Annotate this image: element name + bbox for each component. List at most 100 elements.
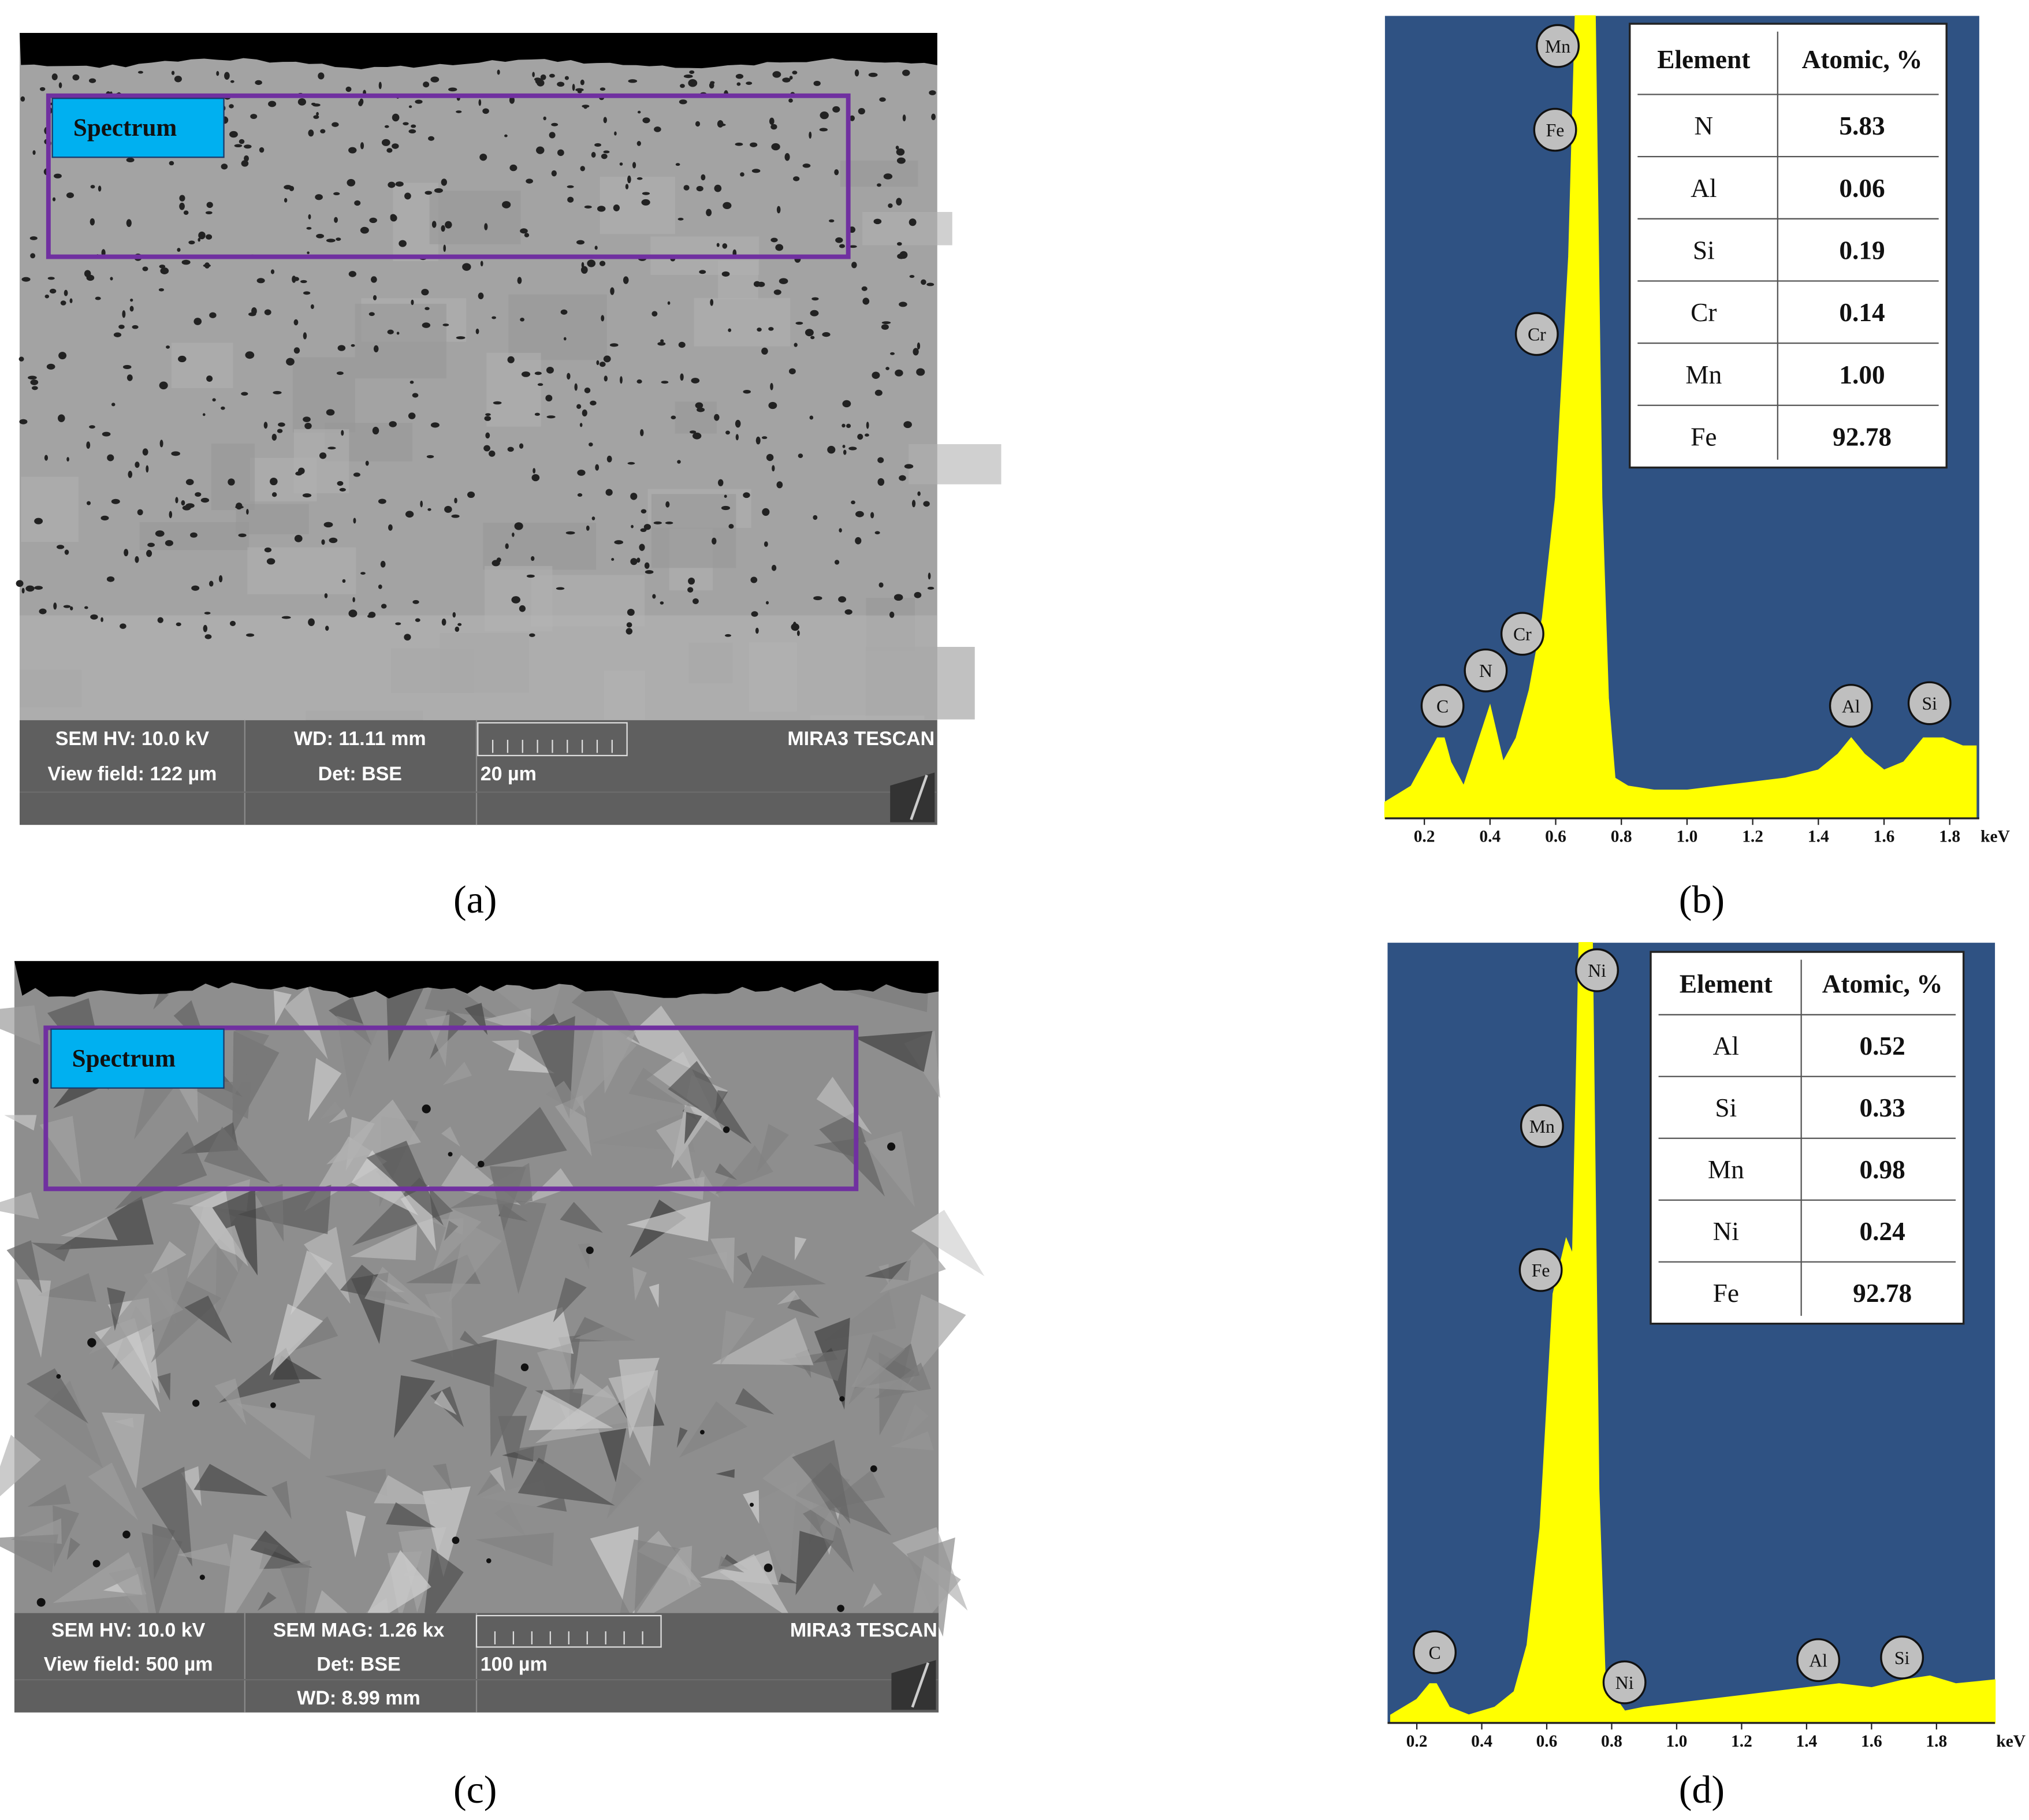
pore bbox=[695, 402, 703, 409]
lath bbox=[4, 1115, 37, 1131]
pore bbox=[849, 115, 855, 121]
pore bbox=[372, 426, 379, 435]
peak-label: Mn bbox=[1529, 1116, 1555, 1137]
pore bbox=[521, 371, 531, 377]
lath bbox=[442, 1062, 472, 1085]
pore bbox=[165, 539, 173, 546]
pore bbox=[507, 356, 515, 363]
lath bbox=[27, 1484, 71, 1507]
pore bbox=[316, 233, 325, 239]
pore bbox=[546, 367, 554, 374]
pore bbox=[835, 237, 843, 243]
table-cell: Fe bbox=[1713, 1279, 1739, 1308]
pore bbox=[855, 511, 864, 518]
pore bbox=[636, 379, 642, 384]
pore bbox=[735, 73, 744, 79]
lath bbox=[687, 1252, 727, 1271]
pore bbox=[451, 514, 460, 518]
pore bbox=[318, 72, 325, 80]
lath bbox=[459, 1330, 482, 1348]
peak-label: Fe bbox=[1532, 1260, 1550, 1281]
pore bbox=[390, 214, 397, 222]
pore bbox=[587, 259, 596, 267]
table-cell: 0.33 bbox=[1860, 1093, 1905, 1122]
pore bbox=[278, 422, 285, 427]
grain bbox=[21, 477, 79, 542]
pore bbox=[683, 185, 690, 191]
pore bbox=[874, 389, 883, 396]
pore bbox=[431, 221, 437, 228]
peak-label: C bbox=[1436, 696, 1449, 716]
table-cell: Ni bbox=[1713, 1217, 1739, 1246]
peak-marker bbox=[1464, 648, 1508, 693]
pore bbox=[688, 79, 698, 87]
pore bbox=[813, 515, 818, 520]
grain bbox=[651, 494, 736, 568]
x-tick-label: 1.4 bbox=[1796, 1732, 1817, 1751]
pore bbox=[392, 113, 400, 122]
pore bbox=[641, 509, 647, 513]
pore bbox=[206, 375, 213, 382]
table-cell: Fe bbox=[1691, 422, 1717, 451]
pore bbox=[336, 237, 341, 241]
pore bbox=[89, 425, 95, 429]
lath bbox=[911, 1209, 985, 1276]
grain bbox=[862, 211, 952, 245]
pore bbox=[204, 262, 210, 269]
lath bbox=[676, 1427, 688, 1448]
pore bbox=[306, 226, 312, 230]
pore bbox=[190, 532, 198, 538]
pore bbox=[430, 76, 440, 83]
pore bbox=[582, 409, 587, 417]
pore bbox=[619, 162, 623, 166]
pore bbox=[358, 100, 363, 107]
pore bbox=[750, 576, 758, 583]
scale-bar bbox=[475, 1614, 662, 1648]
pore bbox=[902, 114, 906, 122]
lath bbox=[444, 1220, 459, 1241]
pore bbox=[239, 139, 245, 144]
lath bbox=[422, 1486, 471, 1577]
lath bbox=[269, 1304, 323, 1376]
pore bbox=[198, 231, 206, 240]
surface-background bbox=[19, 32, 937, 69]
pore bbox=[517, 277, 522, 284]
pore bbox=[129, 306, 134, 312]
pore bbox=[365, 460, 369, 466]
pore bbox=[843, 449, 847, 455]
spectrum-area bbox=[43, 1025, 859, 1192]
pore bbox=[529, 633, 535, 637]
pore bbox=[846, 423, 851, 429]
pore bbox=[665, 522, 673, 524]
pore bbox=[135, 461, 140, 468]
pore bbox=[639, 544, 645, 551]
lath bbox=[181, 1466, 202, 1506]
pore bbox=[899, 302, 907, 307]
spectrum-area bbox=[46, 93, 851, 259]
pore bbox=[549, 132, 556, 139]
pore bbox=[326, 409, 335, 416]
pore bbox=[620, 376, 623, 384]
lath bbox=[528, 1390, 613, 1431]
pore bbox=[307, 251, 310, 254]
pore bbox=[304, 422, 312, 429]
lath bbox=[489, 1371, 527, 1457]
pore bbox=[878, 582, 884, 588]
pore bbox=[551, 170, 557, 177]
lath bbox=[0, 1534, 58, 1573]
lath bbox=[422, 1548, 464, 1633]
lath bbox=[449, 1163, 533, 1209]
pore bbox=[706, 209, 712, 217]
pore bbox=[813, 80, 821, 86]
lath bbox=[257, 1592, 277, 1611]
pore bbox=[723, 202, 732, 209]
pore bbox=[776, 481, 783, 489]
pore bbox=[408, 105, 412, 109]
pore bbox=[244, 155, 249, 162]
pore bbox=[551, 122, 559, 126]
spectrum-label-box bbox=[51, 98, 225, 158]
lath bbox=[524, 1168, 574, 1205]
pore bbox=[560, 309, 568, 315]
pore bbox=[793, 176, 800, 181]
pore bbox=[514, 522, 523, 530]
